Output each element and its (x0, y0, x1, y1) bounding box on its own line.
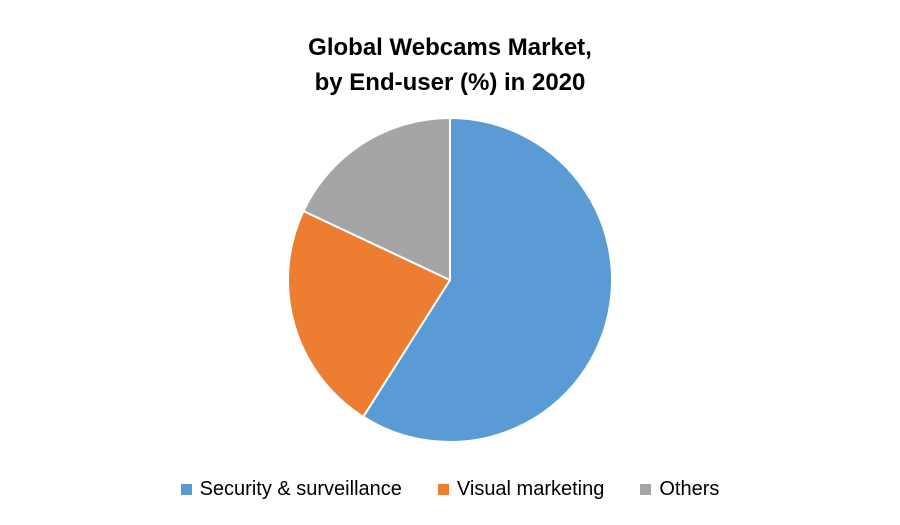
legend-label-visual-marketing: Visual marketing (456, 478, 605, 500)
chart-title-line-2: by End-user (%) in 2020 (314, 69, 586, 96)
legend-item-visual-marketing: Visual marketing (437, 478, 605, 501)
legend-swatch-visual-marketing (437, 484, 449, 495)
chart-title: Global Webcams Market, by End-user (%) i… (0, 30, 900, 100)
legend-swatch-others (640, 484, 652, 495)
legend-item-security: Security & surveillance (180, 478, 402, 501)
chart-title-line-1: Global Webcams Market, (308, 34, 592, 61)
pie-slice-visual-marketing (287, 210, 451, 418)
pie-slice-security (362, 117, 613, 443)
legend-label-others: Others (659, 478, 720, 500)
pie-slice-others (302, 117, 451, 281)
legend-item-others: Others (640, 478, 719, 501)
legend-label-security: Security & surveillance (199, 478, 402, 500)
chart-legend: Security & surveillance Visual marketing… (0, 478, 900, 501)
legend-swatch-security (180, 484, 192, 495)
